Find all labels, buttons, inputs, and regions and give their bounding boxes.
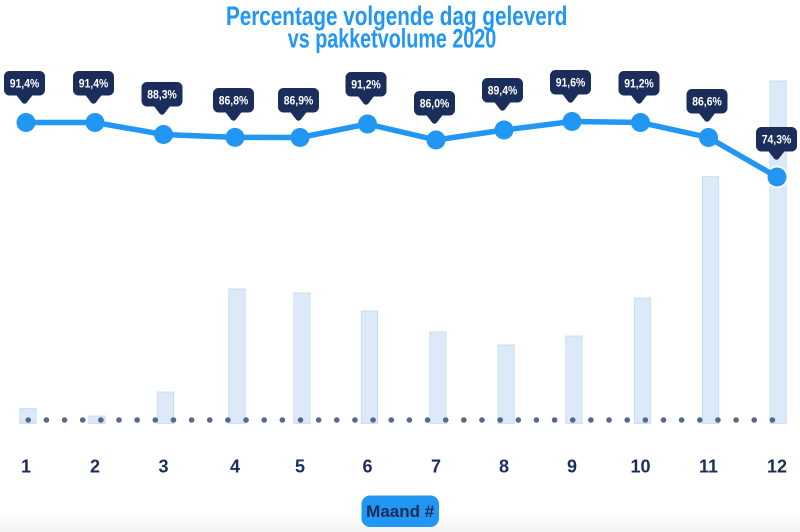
svg-text:86,9%: 86,9% <box>284 96 314 108</box>
svg-text:Percentage volgende dag geleve: Percentage volgende dag geleverd <box>226 1 568 31</box>
svg-text:12: 12 <box>767 457 787 477</box>
svg-text:3: 3 <box>158 457 168 477</box>
svg-text:5: 5 <box>295 457 305 477</box>
svg-text:91,4%: 91,4% <box>10 79 40 91</box>
svg-text:91,2%: 91,2% <box>351 80 381 92</box>
svg-text:6: 6 <box>362 457 372 477</box>
svg-text:10: 10 <box>630 457 650 477</box>
svg-text:91,2%: 91,2% <box>624 79 654 91</box>
svg-text:86,8%: 86,8% <box>219 96 249 108</box>
svg-text:9: 9 <box>567 457 577 477</box>
svg-text:11: 11 <box>699 457 718 477</box>
svg-text:91,6%: 91,6% <box>556 78 586 90</box>
svg-text:vs pakketvolume 2020: vs pakketvolume 2020 <box>288 24 497 54</box>
svg-text:86,0%: 86,0% <box>420 99 450 111</box>
svg-text:7: 7 <box>431 457 441 477</box>
svg-text:89,4%: 89,4% <box>488 86 518 98</box>
svg-text:91,4%: 91,4% <box>79 79 109 91</box>
svg-text:Maand #: Maand # <box>366 503 434 521</box>
svg-text:74,3%: 74,3% <box>762 135 792 147</box>
svg-text:1: 1 <box>21 457 31 477</box>
svg-text:88,3%: 88,3% <box>147 90 177 102</box>
svg-text:8: 8 <box>499 457 509 477</box>
svg-text:2: 2 <box>90 457 100 477</box>
svg-text:86,6%: 86,6% <box>692 97 722 109</box>
svg-text:4: 4 <box>230 457 240 477</box>
